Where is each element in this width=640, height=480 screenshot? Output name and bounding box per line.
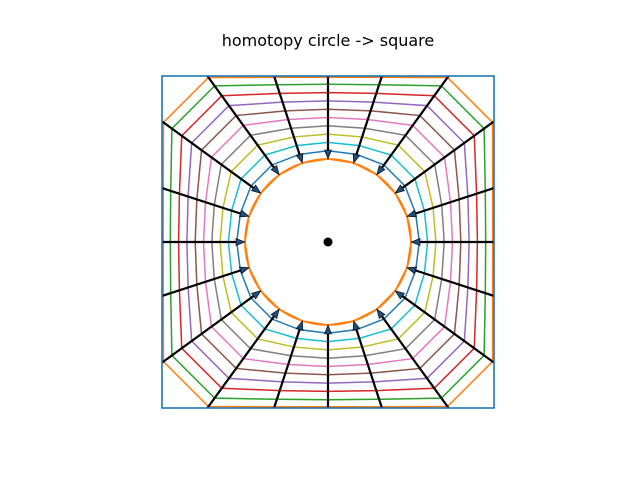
ray-18	[409, 187, 495, 217]
ray-arrowhead-36	[394, 184, 405, 194]
ray-288	[353, 323, 383, 409]
ray-36	[397, 120, 495, 192]
chart-title: homotopy circle -> square	[221, 31, 435, 50]
ray-252	[273, 323, 303, 409]
ray-arrowhead-0	[410, 238, 421, 246]
square-boundary	[161, 75, 495, 409]
ray-arrowhead-144	[251, 184, 262, 194]
ray-arrowhead-162	[239, 209, 250, 218]
ray-arrowhead-234	[270, 308, 280, 319]
ray-arrowhead-288	[352, 320, 361, 331]
ray-162	[161, 187, 247, 217]
ray-108	[273, 75, 303, 161]
ray-arrowhead-126	[270, 165, 280, 176]
ray-arrowhead-108	[295, 153, 304, 164]
ray-72	[353, 75, 383, 161]
ray-144	[161, 120, 259, 192]
ray-arrowhead-18	[406, 209, 417, 218]
ray-arrowhead-54	[376, 165, 386, 176]
ray-arrowhead-198	[239, 266, 250, 275]
ray-306	[378, 311, 450, 409]
ray-126	[206, 75, 278, 173]
ray-arrowhead-342	[406, 266, 417, 275]
ray-arrowhead-180	[235, 238, 246, 246]
ray-arrowhead-90	[324, 149, 332, 160]
ray-arrowhead-252	[295, 320, 304, 331]
homotopy-rays	[161, 75, 495, 409]
ray-324	[397, 292, 495, 364]
ray-arrowhead-306	[376, 308, 386, 319]
square-frame	[161, 75, 495, 409]
ray-198	[161, 267, 247, 297]
ray-arrowhead-324	[394, 290, 405, 300]
ray-342	[409, 267, 495, 297]
center-dot	[323, 237, 333, 247]
ray-arrowhead-216	[251, 290, 262, 300]
ray-54	[378, 75, 450, 173]
ray-234	[206, 311, 278, 409]
ray-216	[161, 292, 259, 364]
ray-arrowhead-270	[324, 324, 332, 335]
ray-arrowhead-72	[352, 153, 361, 164]
center-point	[323, 237, 333, 247]
